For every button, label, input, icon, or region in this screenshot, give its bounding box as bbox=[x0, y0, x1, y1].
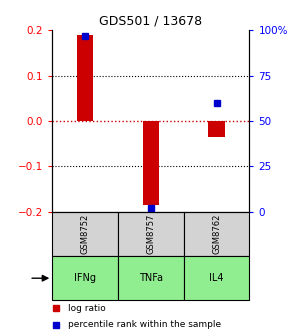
Bar bbox=[52, 256, 118, 300]
Text: IL4: IL4 bbox=[209, 273, 224, 283]
Bar bbox=[184, 256, 249, 300]
Text: GSM8752: GSM8752 bbox=[81, 214, 90, 254]
Bar bbox=[143, 121, 159, 205]
Text: TNFa: TNFa bbox=[139, 273, 163, 283]
Bar bbox=[77, 35, 93, 121]
Text: log ratio: log ratio bbox=[68, 304, 106, 313]
Text: percentile rank within the sample: percentile rank within the sample bbox=[68, 320, 221, 329]
Bar bbox=[52, 212, 118, 256]
Title: GDS501 / 13678: GDS501 / 13678 bbox=[99, 15, 202, 28]
Text: GSM8762: GSM8762 bbox=[212, 214, 221, 254]
Bar bbox=[184, 212, 249, 256]
Bar bbox=[208, 121, 225, 137]
Bar bbox=[118, 256, 184, 300]
Text: IFNg: IFNg bbox=[74, 273, 96, 283]
Text: GSM8757: GSM8757 bbox=[146, 214, 155, 254]
Bar bbox=[118, 212, 184, 256]
